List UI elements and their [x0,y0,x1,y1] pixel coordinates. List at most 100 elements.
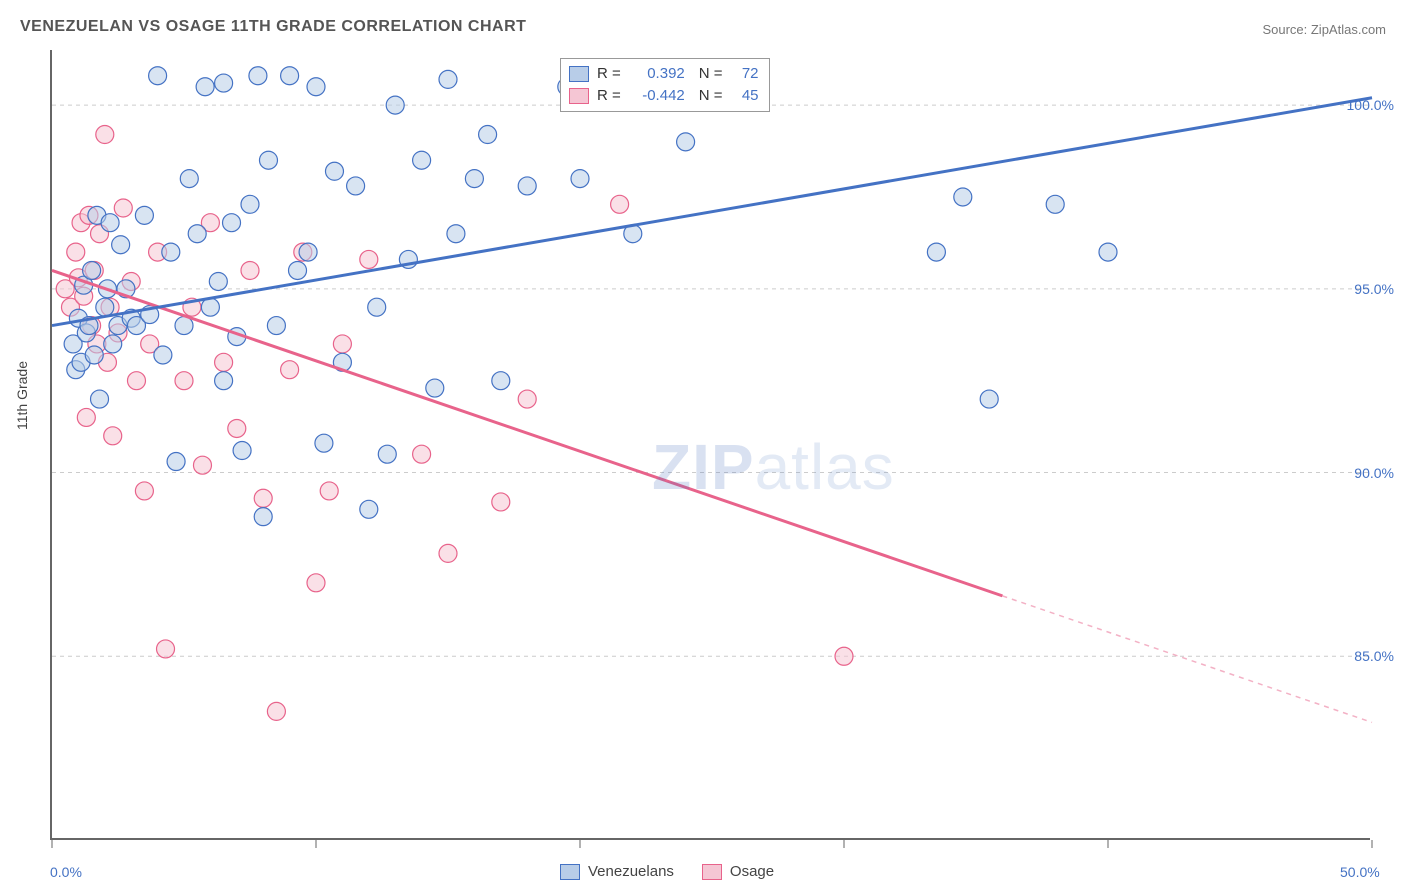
data-point [1099,243,1117,261]
plot-area: ZIPatlas [50,50,1370,840]
data-point [77,408,95,426]
data-point [135,482,153,500]
data-point [927,243,945,261]
data-point [196,78,214,96]
data-point [96,298,114,316]
y-tick-label: 90.0% [1354,465,1394,481]
data-point [91,390,109,408]
data-point [320,482,338,500]
legend-r-label: R = [597,85,621,107]
data-point [162,243,180,261]
legend-swatch [569,88,589,104]
y-axis-label: 11th Grade [14,361,30,430]
data-point [249,67,267,85]
legend-row: R = 0.392 N = 72 [569,63,759,85]
data-point [439,70,457,88]
data-point [299,243,317,261]
data-point [83,261,101,279]
data-point [413,151,431,169]
data-point [215,372,233,390]
data-point [167,453,185,471]
data-point [465,170,483,188]
data-point [85,346,103,364]
data-point [281,361,299,379]
data-point [413,445,431,463]
data-point [307,78,325,96]
data-point [518,177,536,195]
data-point [201,298,219,316]
data-point [835,647,853,665]
data-point [96,126,114,144]
legend-n-value: 72 [731,63,759,85]
chart-svg [52,50,1370,838]
legend-swatch [569,66,589,82]
data-point [112,236,130,254]
data-point [233,442,251,460]
data-point [479,126,497,144]
x-tick-label: 50.0% [1340,864,1380,880]
data-point [360,250,378,268]
data-point [135,206,153,224]
data-point [215,74,233,92]
data-point [426,379,444,397]
data-point [980,390,998,408]
data-point [289,261,307,279]
data-point [492,493,510,511]
data-point [267,702,285,720]
data-point [611,195,629,213]
data-point [104,427,122,445]
correlation-legend: R = 0.392 N = 72R =-0.442N =45 [560,58,770,112]
data-point [104,335,122,353]
data-point [1046,195,1064,213]
trend-line-dashed [1002,596,1372,723]
data-point [447,225,465,243]
legend-r-label: R = [597,63,621,85]
data-point [67,243,85,261]
legend-n-label: N = [699,63,723,85]
y-tick-label: 85.0% [1354,648,1394,664]
trend-line [52,270,1002,595]
legend-item: Osage [702,863,774,880]
legend-label: Venezuelans [588,863,674,880]
y-tick-label: 95.0% [1354,281,1394,297]
data-point [368,298,386,316]
data-point [307,574,325,592]
legend-n-label: N = [699,85,723,107]
legend-r-value: 0.392 [629,63,685,85]
data-point [267,317,285,335]
data-point [127,372,145,390]
data-point [241,195,259,213]
data-point [259,151,277,169]
data-point [325,162,343,180]
data-point [439,544,457,562]
legend-label: Osage [730,863,774,880]
data-point [518,390,536,408]
data-point [228,419,246,437]
data-point [188,225,206,243]
data-point [347,177,365,195]
data-point [241,261,259,279]
data-point [954,188,972,206]
series-legend: Venezuelans Osage [560,863,774,880]
data-point [492,372,510,390]
legend-swatch [560,864,580,880]
data-point [114,199,132,217]
data-point [209,272,227,290]
data-point [333,335,351,353]
data-point [223,214,241,232]
data-point [193,456,211,474]
chart-title: VENEZUELAN VS OSAGE 11TH GRADE CORRELATI… [20,18,526,36]
data-point [254,508,272,526]
source-text: Source: ZipAtlas.com [1262,22,1386,37]
data-point [180,170,198,188]
legend-swatch [702,864,722,880]
data-point [571,170,589,188]
data-point [149,67,167,85]
legend-row: R =-0.442N =45 [569,85,759,107]
data-point [281,67,299,85]
y-tick-label: 100.0% [1347,97,1394,113]
data-point [154,346,172,364]
legend-item: Venezuelans [560,863,674,880]
data-point [215,353,233,371]
data-point [677,133,695,151]
